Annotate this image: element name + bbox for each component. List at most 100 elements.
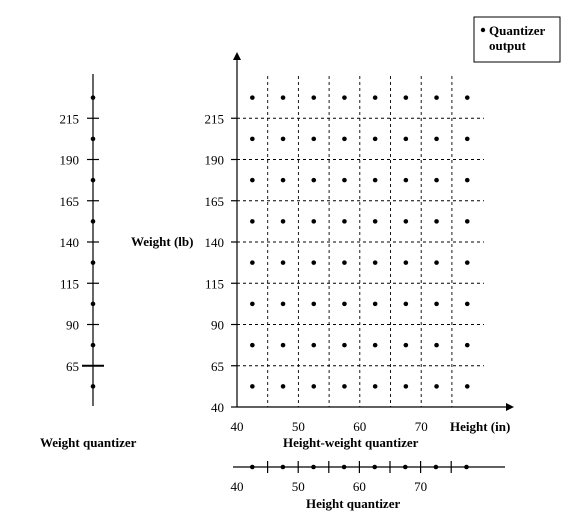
weight-axis-tick-label: 215 — [205, 111, 225, 126]
weight-quantizer-tick-label: 165 — [60, 194, 80, 209]
quantizer-output-dot — [311, 136, 317, 142]
quantizer-output-dot — [372, 136, 378, 142]
quantizer-output-dot — [311, 384, 317, 389]
height-quantizer: 40 50 60 70 Height quantizer — [231, 461, 505, 511]
quantizer-output-dot — [311, 301, 317, 307]
quantizer-output-dot — [280, 384, 286, 389]
height-quantizer-tick-label: 70 — [414, 479, 427, 494]
height-quantizer-tick-label: 40 — [231, 479, 244, 494]
weight-quantizer-tick-label: 215 — [60, 111, 80, 126]
quantizer-output-dot — [250, 95, 255, 100]
height-quantizer-tick-label: 60 — [353, 479, 366, 494]
quantizer-output-dot — [342, 301, 347, 307]
weight-axis-tick-label: 190 — [205, 153, 225, 168]
weight-quantizer-output-dot — [90, 95, 96, 100]
quantizer-output-dot — [342, 260, 347, 265]
quantizer-output-dot — [403, 260, 409, 265]
quantizer-output-dot — [464, 301, 470, 307]
quantizer-output-dot — [280, 301, 286, 307]
weight-axis-tick-label: 65 — [211, 359, 224, 374]
quantizer-output-dot — [434, 301, 439, 307]
quantizer-output-dot — [250, 384, 255, 389]
quantizer-output-dot — [311, 219, 317, 224]
weight-quantizer-tick-label: 140 — [60, 235, 80, 250]
quantizer-output-dot — [464, 384, 470, 389]
quantizer-output-dot — [342, 136, 347, 142]
quantizer-output-dot — [464, 260, 470, 265]
weight-quantizer-output-dot — [90, 342, 96, 348]
weight-quantizer-output-dot — [90, 177, 96, 183]
weight-quantizer-output-dot — [90, 301, 96, 307]
weight-quantizer-tick-label: 190 — [60, 153, 80, 168]
weight-axis-tick-label: 90 — [211, 318, 224, 333]
weight-axis-tick-label: 140 — [205, 235, 225, 250]
height-axis-tick-label: 70 — [415, 419, 428, 434]
quantizer-output-dot — [280, 95, 286, 100]
legend-line-1: Quantizer — [489, 23, 546, 38]
quantizer-output-dot — [403, 177, 409, 183]
height-weight-quantizer: 215 190 165 140 115 90 65 40 40 50 60 70 Weight (l… — [131, 52, 514, 450]
legend: Quantizer output — [473, 16, 561, 63]
quantizer-output-dot — [372, 301, 378, 307]
quantizer-output-dot — [342, 342, 347, 348]
weight-quantizer-tick-labels: 215 190 165 140 115 90 65 — [60, 111, 80, 374]
weight-axis-tick-label: 115 — [205, 276, 224, 291]
height-quantizer-title: Height quantizer — [306, 496, 400, 511]
height-quantizer-output-dot — [464, 464, 469, 470]
height-axis-tick-label: 40 — [231, 419, 244, 434]
height-quantizer-output-dot — [403, 464, 408, 470]
height-quantizer-output-dot — [280, 464, 286, 470]
quantizer-output-dot — [372, 177, 378, 183]
weight-axis-label: Weight (lb) — [131, 234, 193, 249]
height-quantizer-output-dot — [372, 464, 378, 470]
quantizer-output-dot — [280, 177, 286, 183]
weight-quantizer: 215 190 165 140 115 90 65 Weight quantizer — [40, 74, 137, 450]
weight-quantizer-output-dot — [90, 136, 96, 142]
weight-quantizer-tick-label: 115 — [60, 276, 79, 291]
height-quantizer-ticks — [267, 461, 452, 473]
quantizer-output-dot — [280, 260, 286, 265]
weight-axis-tick-labels: 215 190 165 140 115 90 65 40 — [205, 111, 225, 415]
weight-axis-ticks — [231, 117, 237, 408]
height-axis-label: Height (in) — [450, 419, 510, 434]
quantizer-output-dot — [311, 95, 317, 100]
height-axis-tick-label: 60 — [353, 419, 366, 434]
quantizer-output-dot — [342, 384, 347, 389]
weight-quantizer-outputs — [90, 95, 96, 389]
quantizer-output-dot — [434, 342, 439, 348]
weight-axis-tick-label: 165 — [205, 194, 225, 209]
quantizer-output-dot — [280, 219, 286, 224]
height-quantizer-output-dot — [311, 464, 316, 470]
height-quantizer-output-dot — [341, 464, 347, 470]
quantizer-output-dot — [464, 95, 470, 100]
height-axis-tick-label: 50 — [292, 419, 305, 434]
quantizer-output-dot — [250, 177, 255, 183]
quantizer-output-dot — [250, 301, 255, 307]
weight-quantizer-tick-label: 90 — [66, 318, 79, 333]
weight-quantizer-tick-label: 65 — [66, 359, 79, 374]
quantizer-output-dot — [311, 342, 317, 348]
quantizer-output-dot — [403, 301, 409, 307]
quantizer-output-dot — [464, 219, 470, 224]
height-quantizer-outputs — [250, 464, 469, 470]
quantizer-output-dot — [250, 342, 255, 348]
quantizer-output-dot — [372, 384, 378, 389]
weight-quantizer-title: Weight quantizer — [40, 435, 137, 450]
height-quantizer-tick-labels: 40 50 60 70 — [231, 479, 428, 494]
quantizer-output-dot — [434, 260, 439, 265]
quantizer-output-dot — [342, 177, 347, 183]
legend-line-2: output — [489, 38, 527, 53]
quantizer-output-dot — [403, 342, 409, 348]
quantizer-output-dot — [372, 95, 378, 100]
quantizer-output-dot — [372, 219, 378, 224]
quantizer-output-dot — [403, 136, 409, 142]
quantizer-output-dot — [311, 260, 317, 265]
quantizer-output-dot — [434, 136, 439, 142]
height-weight-outputs — [250, 95, 470, 389]
quantizer-output-dot — [403, 219, 409, 224]
weight-quantizer-output-dot — [90, 260, 96, 265]
height-quantizer-output-dot — [433, 464, 439, 470]
quantizer-output-dot — [434, 95, 439, 100]
legend-box — [473, 16, 561, 63]
